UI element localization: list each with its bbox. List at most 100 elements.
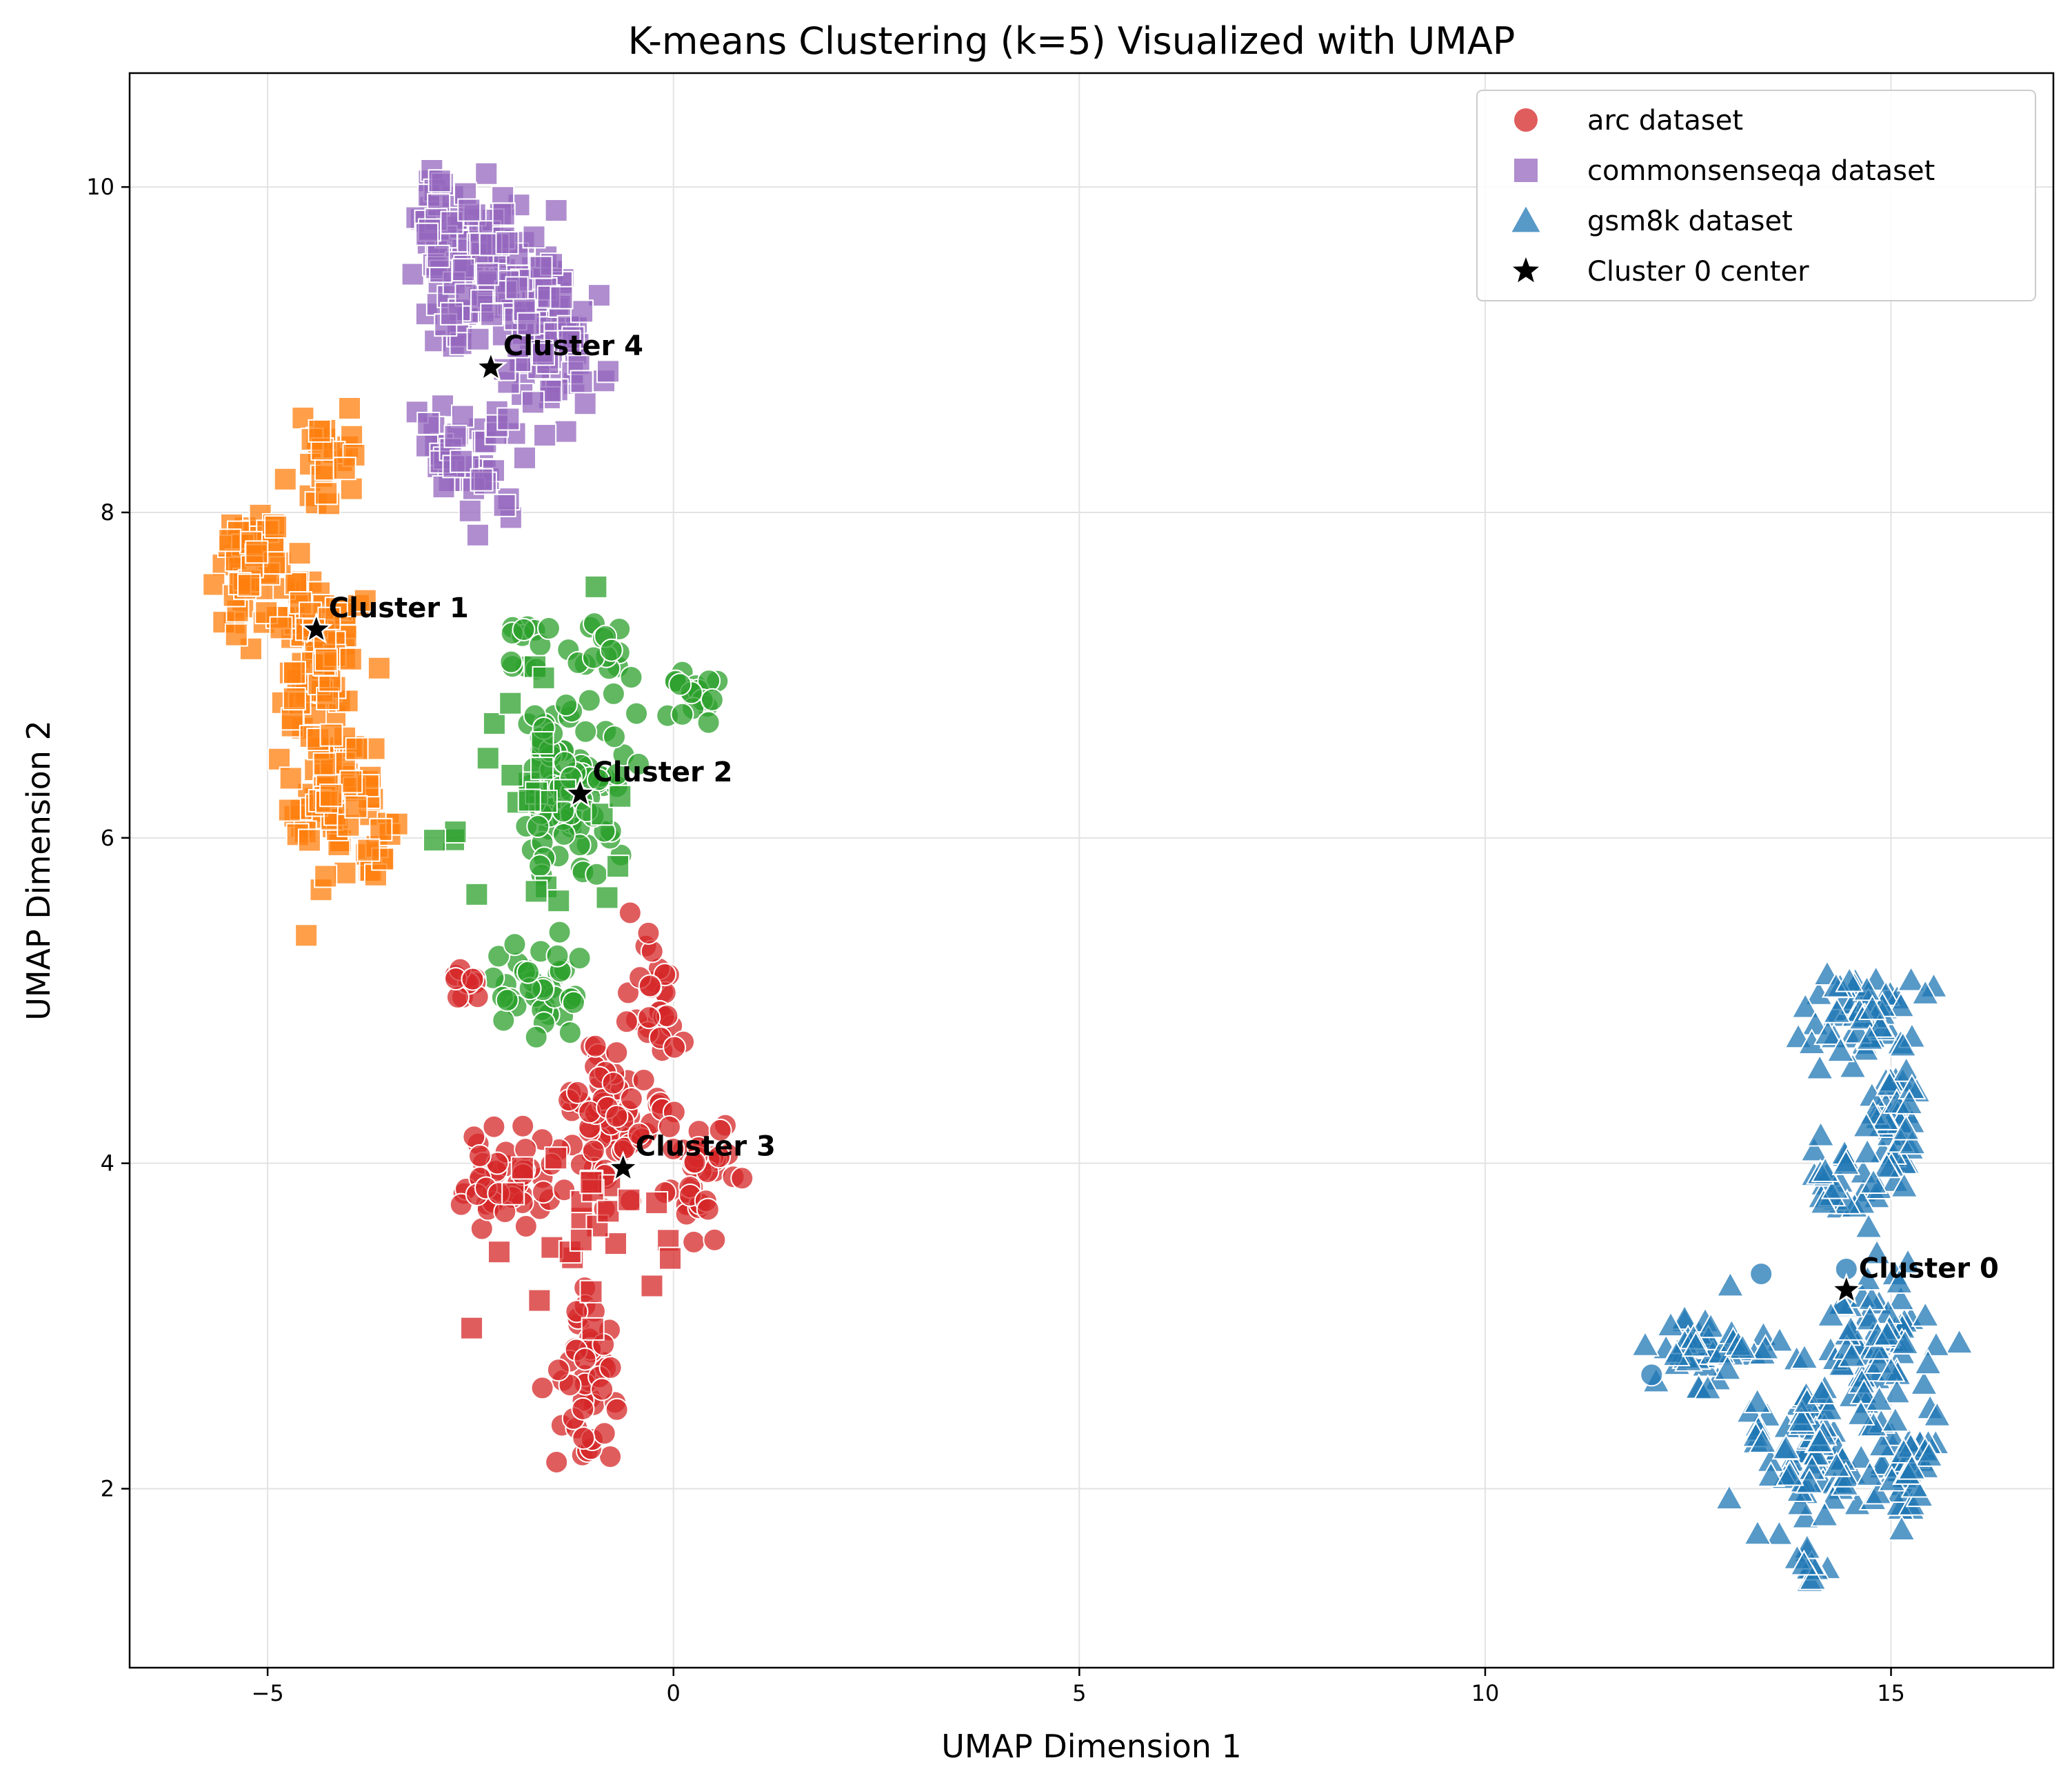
point-gsm8k-cluster-0 bbox=[1800, 1010, 1830, 1036]
point-arc-cluster-3 bbox=[572, 1426, 596, 1450]
point-gsm8k-cluster-0 bbox=[1764, 1519, 1794, 1546]
point-commonsenseqa-cluster-4 bbox=[516, 312, 541, 336]
point-commonsenseqa-cluster-4 bbox=[465, 523, 490, 547]
point-arc-cluster-2 bbox=[524, 1025, 548, 1049]
point-gsm8k-cluster-0 bbox=[1815, 1395, 1844, 1421]
point-arc-cluster-2 bbox=[626, 752, 650, 776]
point-commonsenseqa-cluster-1 bbox=[279, 766, 303, 790]
point-gsm8k-cluster-0 bbox=[1858, 994, 1887, 1021]
point-commonsenseqa-cluster-2 bbox=[530, 731, 554, 755]
point-commonsenseqa-cluster-1 bbox=[344, 795, 368, 819]
legend-triangle-icon bbox=[1511, 206, 1540, 232]
point-gsm8k-cluster-0 bbox=[1813, 1019, 1842, 1046]
point-gsm8k-cluster-0 bbox=[1884, 1268, 1914, 1294]
point-arc-cluster-3 bbox=[657, 1115, 681, 1139]
legend-label: commonsenseqa dataset bbox=[1587, 155, 1935, 187]
point-commonsenseqa-cluster-3 bbox=[579, 1170, 603, 1195]
point-gsm8k-cluster-0 bbox=[1891, 1114, 1921, 1141]
point-gsm8k-cluster-0 bbox=[1849, 1378, 1879, 1405]
point-commonsenseqa-cluster-4 bbox=[544, 199, 568, 223]
legend-circle-icon bbox=[1514, 108, 1538, 132]
point-arc-cluster-2 bbox=[586, 768, 610, 792]
point-gsm8k-cluster-0 bbox=[1853, 1137, 1882, 1164]
point-commonsenseqa-cluster-4 bbox=[554, 419, 578, 443]
point-gsm8k-cluster-0 bbox=[1893, 1248, 1922, 1274]
point-gsm8k-cluster-0 bbox=[1795, 1468, 1824, 1494]
point-arc-cluster-2 bbox=[487, 944, 511, 968]
point-commonsenseqa-cluster-1 bbox=[268, 747, 292, 771]
point-commonsenseqa-cluster-4 bbox=[522, 225, 546, 249]
point-commonsenseqa-cluster-3 bbox=[510, 1156, 534, 1180]
point-gsm8k-cluster-0 bbox=[1811, 1156, 1840, 1183]
cluster-2-center-label: Cluster 2 bbox=[592, 757, 732, 788]
point-arc-cluster-2 bbox=[526, 815, 550, 839]
point-gsm8k-cluster-0 bbox=[1693, 1373, 1722, 1400]
axis-ticks: −5 0 5 10 15 2 4 6 8 10 bbox=[86, 174, 1905, 1706]
point-commonsenseqa-cluster-1 bbox=[294, 924, 319, 948]
cluster-1-center-marker bbox=[299, 612, 334, 644]
point-gsm8k-cluster-0 bbox=[1775, 1459, 1804, 1486]
point-gsm8k-cluster-0 bbox=[1662, 1340, 1691, 1367]
point-commonsenseqa-cluster-4 bbox=[443, 424, 467, 448]
point-commonsenseqa-cluster-1 bbox=[314, 864, 338, 888]
legend: arc dataset commonsenseqa dataset gsm8k da… bbox=[1476, 90, 2036, 301]
point-commonsenseqa-cluster-1 bbox=[319, 783, 343, 808]
point-gsm8k-cluster-0 bbox=[1898, 1128, 1927, 1155]
point-commonsenseqa-cluster-1 bbox=[339, 647, 363, 671]
point-gsm8k-cluster-0 bbox=[1716, 1270, 1745, 1297]
point-gsm8k-cluster-0 bbox=[1765, 1326, 1794, 1352]
point-commonsenseqa-cluster-4 bbox=[432, 475, 456, 499]
point-arc-cluster-3 bbox=[636, 921, 661, 945]
plot-frame bbox=[128, 72, 2055, 1669]
point-arc-cluster-3 bbox=[573, 1347, 597, 1371]
point-commonsenseqa-cluster-4 bbox=[512, 446, 536, 470]
point-arc-cluster-2 bbox=[599, 638, 623, 662]
x-tick-label: −5 bbox=[252, 1680, 284, 1706]
point-commonsenseqa-cluster-4 bbox=[521, 390, 545, 415]
point-commonsenseqa-cluster-2 bbox=[482, 711, 506, 735]
point-gsm8k-cluster-0 bbox=[1818, 1484, 1848, 1510]
cluster-0-center-label: Cluster 0 bbox=[1859, 1253, 1999, 1285]
point-arc-cluster-3 bbox=[590, 1377, 614, 1401]
point-commonsenseqa-cluster-3 bbox=[501, 1181, 525, 1206]
point-gsm8k-cluster-0 bbox=[1897, 1453, 1927, 1480]
cluster-4-center-marker bbox=[474, 350, 508, 382]
point-gsm8k-cluster-0 bbox=[1835, 966, 1864, 992]
point-gsm8k-cluster-0 bbox=[1871, 1104, 1900, 1131]
point-arc-cluster-0 bbox=[1749, 1262, 1773, 1286]
point-gsm8k-cluster-0 bbox=[1771, 1433, 1801, 1460]
point-arc-cluster-3 bbox=[546, 1358, 570, 1382]
point-commonsenseqa-cluster-4 bbox=[495, 231, 519, 255]
point-gsm8k-cluster-0 bbox=[1748, 1427, 1778, 1453]
point-gsm8k-cluster-0 bbox=[1728, 1333, 1758, 1359]
point-gsm8k-cluster-0 bbox=[1889, 1171, 1919, 1198]
point-commonsenseqa-cluster-2 bbox=[443, 820, 467, 844]
point-gsm8k-cluster-0 bbox=[1820, 1172, 1850, 1199]
point-gsm8k-cluster-0 bbox=[1789, 1549, 1819, 1576]
point-arc-cluster-2 bbox=[601, 681, 625, 706]
point-gsm8k-cluster-0 bbox=[1838, 1052, 1867, 1079]
point-commonsenseqa-cluster-4 bbox=[466, 327, 490, 351]
point-gsm8k-cluster-0 bbox=[1822, 997, 1851, 1024]
point-commonsenseqa-cluster-4 bbox=[505, 276, 529, 300]
point-commonsenseqa-cluster-1 bbox=[245, 540, 269, 564]
point-arc-cluster-3 bbox=[605, 1041, 629, 1065]
point-arc-cluster-3 bbox=[467, 1144, 492, 1168]
point-gsm8k-cluster-0 bbox=[1742, 1387, 1772, 1414]
point-gsm8k-cluster-0 bbox=[1880, 1406, 1910, 1432]
point-arc-cluster-2 bbox=[512, 617, 536, 641]
legend-label: gsm8k dataset bbox=[1587, 206, 1793, 237]
point-gsm8k-cluster-0 bbox=[1911, 979, 1940, 1005]
point-gsm8k-cluster-0 bbox=[1790, 1343, 1819, 1370]
point-commonsenseqa-cluster-3 bbox=[640, 1274, 664, 1298]
point-gsm8k-cluster-0 bbox=[1805, 1426, 1835, 1453]
point-commonsenseqa-cluster-3 bbox=[460, 1316, 484, 1340]
point-commonsenseqa-cluster-1 bbox=[282, 687, 306, 711]
point-commonsenseqa-cluster-4 bbox=[492, 202, 516, 226]
point-commonsenseqa-cluster-1 bbox=[369, 817, 393, 841]
point-arc-cluster-3 bbox=[601, 1071, 625, 1095]
point-arc-cluster-2 bbox=[602, 725, 626, 749]
point-arc-cluster-3 bbox=[599, 1355, 623, 1379]
point-commonsenseqa-cluster-2 bbox=[517, 788, 541, 812]
